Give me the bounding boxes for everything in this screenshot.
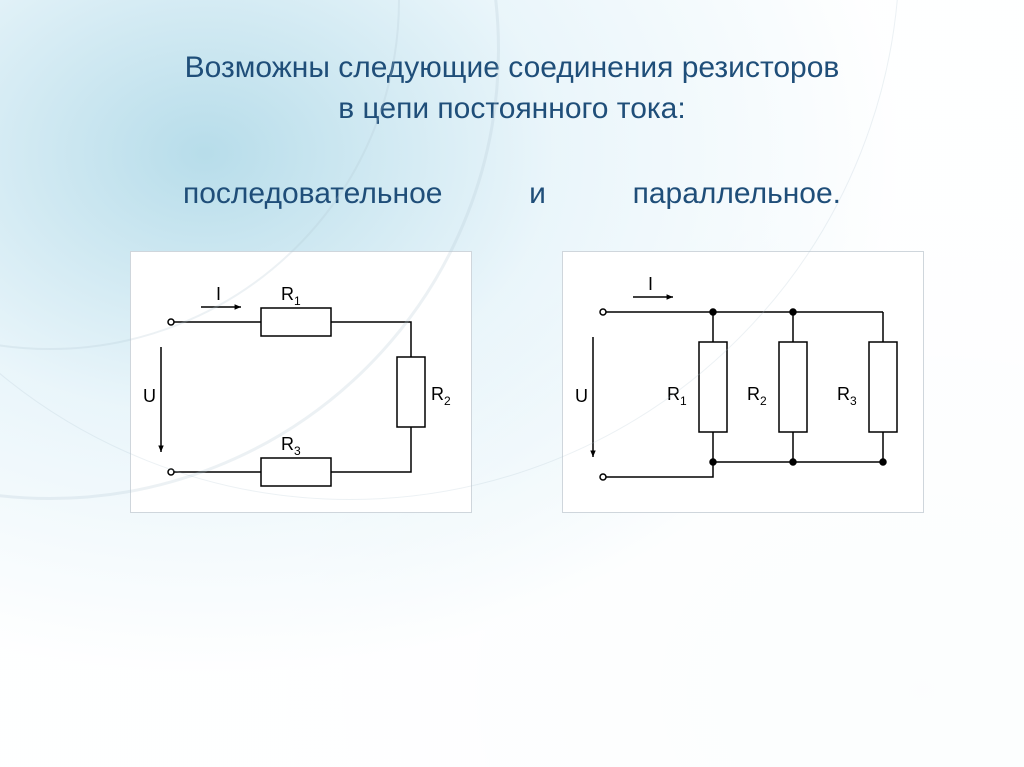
- slide-title: Возможны следующие соединения резисторов…: [0, 0, 1024, 129]
- subtitle-left: последовательное: [183, 177, 442, 210]
- parallel-circuit-figure: R1 R2 R3 I U: [562, 251, 924, 513]
- svg-text:U: U: [143, 386, 156, 406]
- parallel-circuit-svg: R1 R2 R3 I U: [563, 252, 923, 512]
- series-circuit-figure: R1 R2 R3 I U: [130, 251, 472, 513]
- diagram-row: R1 R2 R3 I U R1 R2 R3 I U: [0, 211, 1024, 513]
- svg-text:R3: R3: [837, 384, 857, 408]
- title-line-1: Возможны следующие соединения резисторов: [185, 51, 840, 84]
- svg-text:R3: R3: [281, 434, 301, 458]
- svg-text:U: U: [575, 386, 588, 406]
- series-circuit-svg: R1 R2 R3 I U: [131, 252, 471, 512]
- subtitle-mid: и: [529, 177, 546, 210]
- svg-text:R1: R1: [281, 284, 301, 308]
- svg-text:I: I: [648, 274, 653, 294]
- slide-subtitle: последовательное и параллельное.: [0, 129, 1024, 211]
- title-line-2: в цепи постоянного тока:: [338, 92, 685, 125]
- svg-text:R1: R1: [667, 384, 687, 408]
- svg-text:R2: R2: [431, 384, 451, 408]
- svg-text:R2: R2: [747, 384, 767, 408]
- subtitle-right: параллельное.: [633, 177, 841, 210]
- svg-text:I: I: [216, 284, 221, 304]
